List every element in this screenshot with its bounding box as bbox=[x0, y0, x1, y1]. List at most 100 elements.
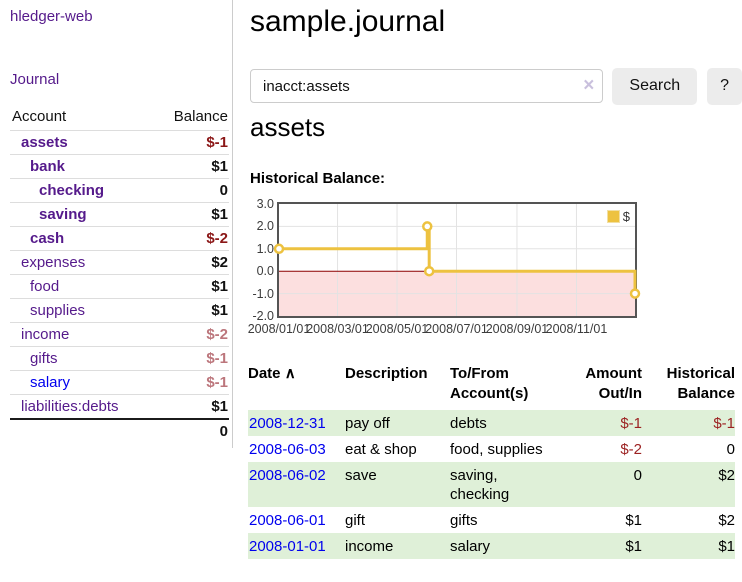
transaction-description: gift bbox=[345, 512, 366, 529]
register-table: Date ∧ Description To/From Account(s) Am… bbox=[248, 362, 735, 559]
account-link-salary[interactable]: salary bbox=[30, 374, 71, 391]
accounts-col-account: Account bbox=[12, 108, 67, 125]
transaction-description: eat & shop bbox=[345, 441, 417, 458]
account-link-food[interactable]: food bbox=[30, 278, 60, 295]
transaction-amount: $1 bbox=[625, 538, 642, 555]
x-axis-tick: 2008/11/01 bbox=[545, 322, 608, 336]
transaction-row: 2008-06-01 gift gifts $1 $2 bbox=[248, 507, 735, 533]
x-axis-tick: 2008/01/01 bbox=[247, 322, 311, 336]
transaction-accounts: food, supplies bbox=[450, 441, 543, 458]
legend-swatch-icon bbox=[606, 210, 620, 223]
chart-canvas bbox=[273, 204, 641, 316]
chart-title: Historical Balance: bbox=[250, 170, 386, 187]
sidebar: hledger-web Journal Account Balance asse… bbox=[0, 0, 233, 448]
account-balance: $-1 bbox=[153, 130, 229, 155]
account-balance: $1 bbox=[153, 202, 229, 227]
account-link-checking[interactable]: checking bbox=[39, 182, 105, 199]
account-row: liabilities:debts $1 bbox=[10, 394, 229, 419]
col-header-tofrom[interactable]: To/From Account(s) bbox=[450, 365, 529, 402]
account-link-assets[interactable]: assets bbox=[21, 134, 68, 151]
register-header-row: Date ∧ Description To/From Account(s) Am… bbox=[248, 362, 735, 410]
x-axis-tick: 2008/05/01 bbox=[365, 322, 429, 336]
app-title-link[interactable]: hledger-web bbox=[10, 8, 93, 25]
account-row: food $1 bbox=[10, 274, 229, 299]
account-row: supplies $1 bbox=[10, 298, 229, 323]
transaction-accounts: salary bbox=[450, 538, 491, 555]
search-input[interactable] bbox=[250, 69, 604, 103]
account-balance: 0 bbox=[153, 178, 229, 203]
account-link-cash[interactable]: cash bbox=[30, 230, 65, 247]
historical-balance-chart: 3.0 2.0 1.0 0.0 -1.0 -2.0 $ 2008/01/01 2008/03… bbox=[248, 196, 742, 344]
accounts-table: Account Balance assets $-1 bank $1 checking 0… bbox=[10, 106, 229, 443]
account-row: salary $-1 bbox=[10, 370, 229, 395]
chart-plot-area: $ bbox=[273, 202, 641, 318]
transaction-row: 2008-01-01 income salary $1 $1 bbox=[248, 533, 735, 559]
transaction-accounts: debts bbox=[450, 415, 487, 432]
accounts-table-header: Account Balance bbox=[10, 106, 229, 131]
y-axis-tick: 1.0 bbox=[256, 241, 274, 256]
transaction-accounts: saving, checking bbox=[450, 467, 510, 503]
account-link-gifts[interactable]: gifts bbox=[30, 350, 58, 367]
account-heading: assets bbox=[250, 112, 326, 142]
transaction-description: pay off bbox=[345, 415, 390, 432]
account-row: saving $1 bbox=[10, 202, 229, 227]
search-form: × Search ? bbox=[250, 67, 742, 105]
legend-label: $ bbox=[622, 209, 630, 224]
transaction-amount: $-1 bbox=[620, 415, 642, 432]
col-header-balance[interactable]: Historical Balance bbox=[666, 365, 735, 402]
accounts-col-balance: Balance bbox=[173, 108, 228, 125]
col-header-description[interactable]: Description bbox=[345, 365, 428, 382]
account-balance: $-1 bbox=[153, 346, 229, 371]
account-link-supplies[interactable]: supplies bbox=[30, 302, 86, 319]
main-panel: sample.journal × Search ? assets Histori… bbox=[248, 0, 742, 559]
account-balance: $1 bbox=[153, 298, 229, 323]
account-link-liabilities-debts[interactable]: liabilities:debts bbox=[21, 398, 119, 415]
account-balance: $-1 bbox=[153, 370, 229, 395]
page-title: sample.journal bbox=[250, 5, 446, 38]
transaction-row: 2008-06-03 eat & shop food, supplies $-2 0 bbox=[248, 436, 735, 462]
col-header-date[interactable]: Date ∧ bbox=[248, 365, 296, 382]
x-axis-tick: 2008/03/01 bbox=[306, 322, 369, 336]
y-axis-tick: -1.0 bbox=[252, 286, 274, 301]
y-axis-tick: 3.0 bbox=[256, 197, 274, 211]
accounts-total-value: 0 bbox=[153, 418, 229, 443]
account-link-saving[interactable]: saving bbox=[39, 206, 87, 223]
transaction-balance: $-1 bbox=[713, 415, 735, 432]
account-link-income[interactable]: income bbox=[21, 326, 70, 343]
x-axis-tick: 2008/07/01 bbox=[425, 322, 488, 336]
sidebar-item-journal[interactable]: Journal bbox=[10, 71, 60, 88]
x-axis-tick: 2008/09/01 bbox=[485, 322, 549, 336]
y-axis-tick: 2.0 bbox=[256, 219, 274, 234]
account-row: income $-2 bbox=[10, 322, 229, 347]
transaction-date-link[interactable]: 2008-01-01 bbox=[249, 538, 326, 555]
accounts-total-spacer bbox=[10, 418, 154, 443]
y-axis-tick: 0.0 bbox=[256, 264, 274, 279]
clear-search-icon[interactable]: × bbox=[583, 75, 595, 96]
transaction-amount: $-2 bbox=[620, 441, 642, 458]
account-row: gifts $-1 bbox=[10, 346, 229, 371]
transaction-amount: $1 bbox=[625, 512, 642, 529]
transaction-date-link[interactable]: 2008-06-03 bbox=[249, 441, 326, 458]
transaction-accounts: gifts bbox=[450, 512, 478, 529]
account-link-expenses[interactable]: expenses bbox=[21, 254, 86, 271]
chart-legend: $ bbox=[606, 209, 630, 224]
account-balance: $1 bbox=[153, 154, 229, 179]
transaction-row: 2008-12-31 pay off debts $-1 $-1 bbox=[248, 410, 735, 436]
search-button[interactable]: Search bbox=[612, 67, 698, 105]
y-axis-tick: -2.0 bbox=[252, 309, 274, 323]
transaction-description: save bbox=[345, 467, 377, 484]
transaction-date-link[interactable]: 2008-06-02 bbox=[249, 467, 326, 484]
help-button[interactable]: ? bbox=[707, 67, 742, 105]
transaction-amount: 0 bbox=[633, 467, 642, 484]
sort-asc-icon: ∧ bbox=[284, 365, 296, 382]
account-row: checking 0 bbox=[10, 178, 229, 203]
transaction-date-link[interactable]: 2008-06-01 bbox=[249, 512, 326, 529]
transaction-date-link[interactable]: 2008-12-31 bbox=[249, 415, 326, 432]
account-row: cash $-2 bbox=[10, 226, 229, 251]
account-row: bank $1 bbox=[10, 154, 229, 179]
accounts-total-row: 0 bbox=[10, 418, 229, 443]
account-link-bank[interactable]: bank bbox=[30, 158, 66, 175]
transaction-balance: $1 bbox=[718, 538, 735, 555]
col-header-amount[interactable]: Amount Out/In bbox=[585, 365, 642, 402]
transaction-balance: 0 bbox=[726, 441, 735, 458]
